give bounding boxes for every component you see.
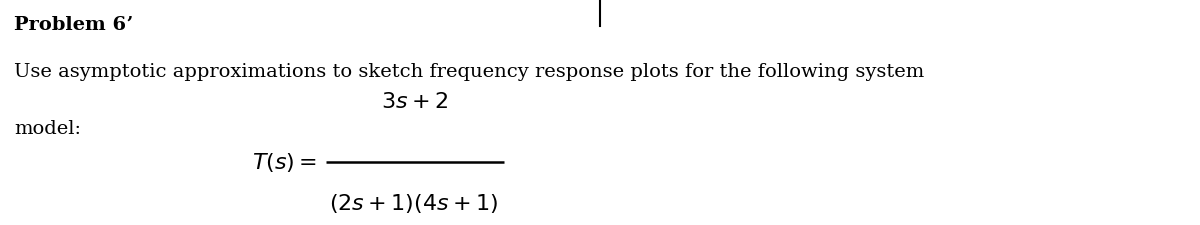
Text: $3s+2$: $3s+2$: [380, 90, 448, 112]
Text: Problem 6ʼ: Problem 6ʼ: [14, 16, 133, 34]
Text: Use asymptotic approximations to sketch frequency response plots for the followi: Use asymptotic approximations to sketch …: [14, 63, 925, 81]
Text: model:: model:: [14, 119, 82, 137]
Text: $T(s) =$: $T(s) =$: [252, 151, 317, 173]
Text: $(2s+1)(4s+1)$: $(2s+1)(4s+1)$: [329, 191, 499, 214]
